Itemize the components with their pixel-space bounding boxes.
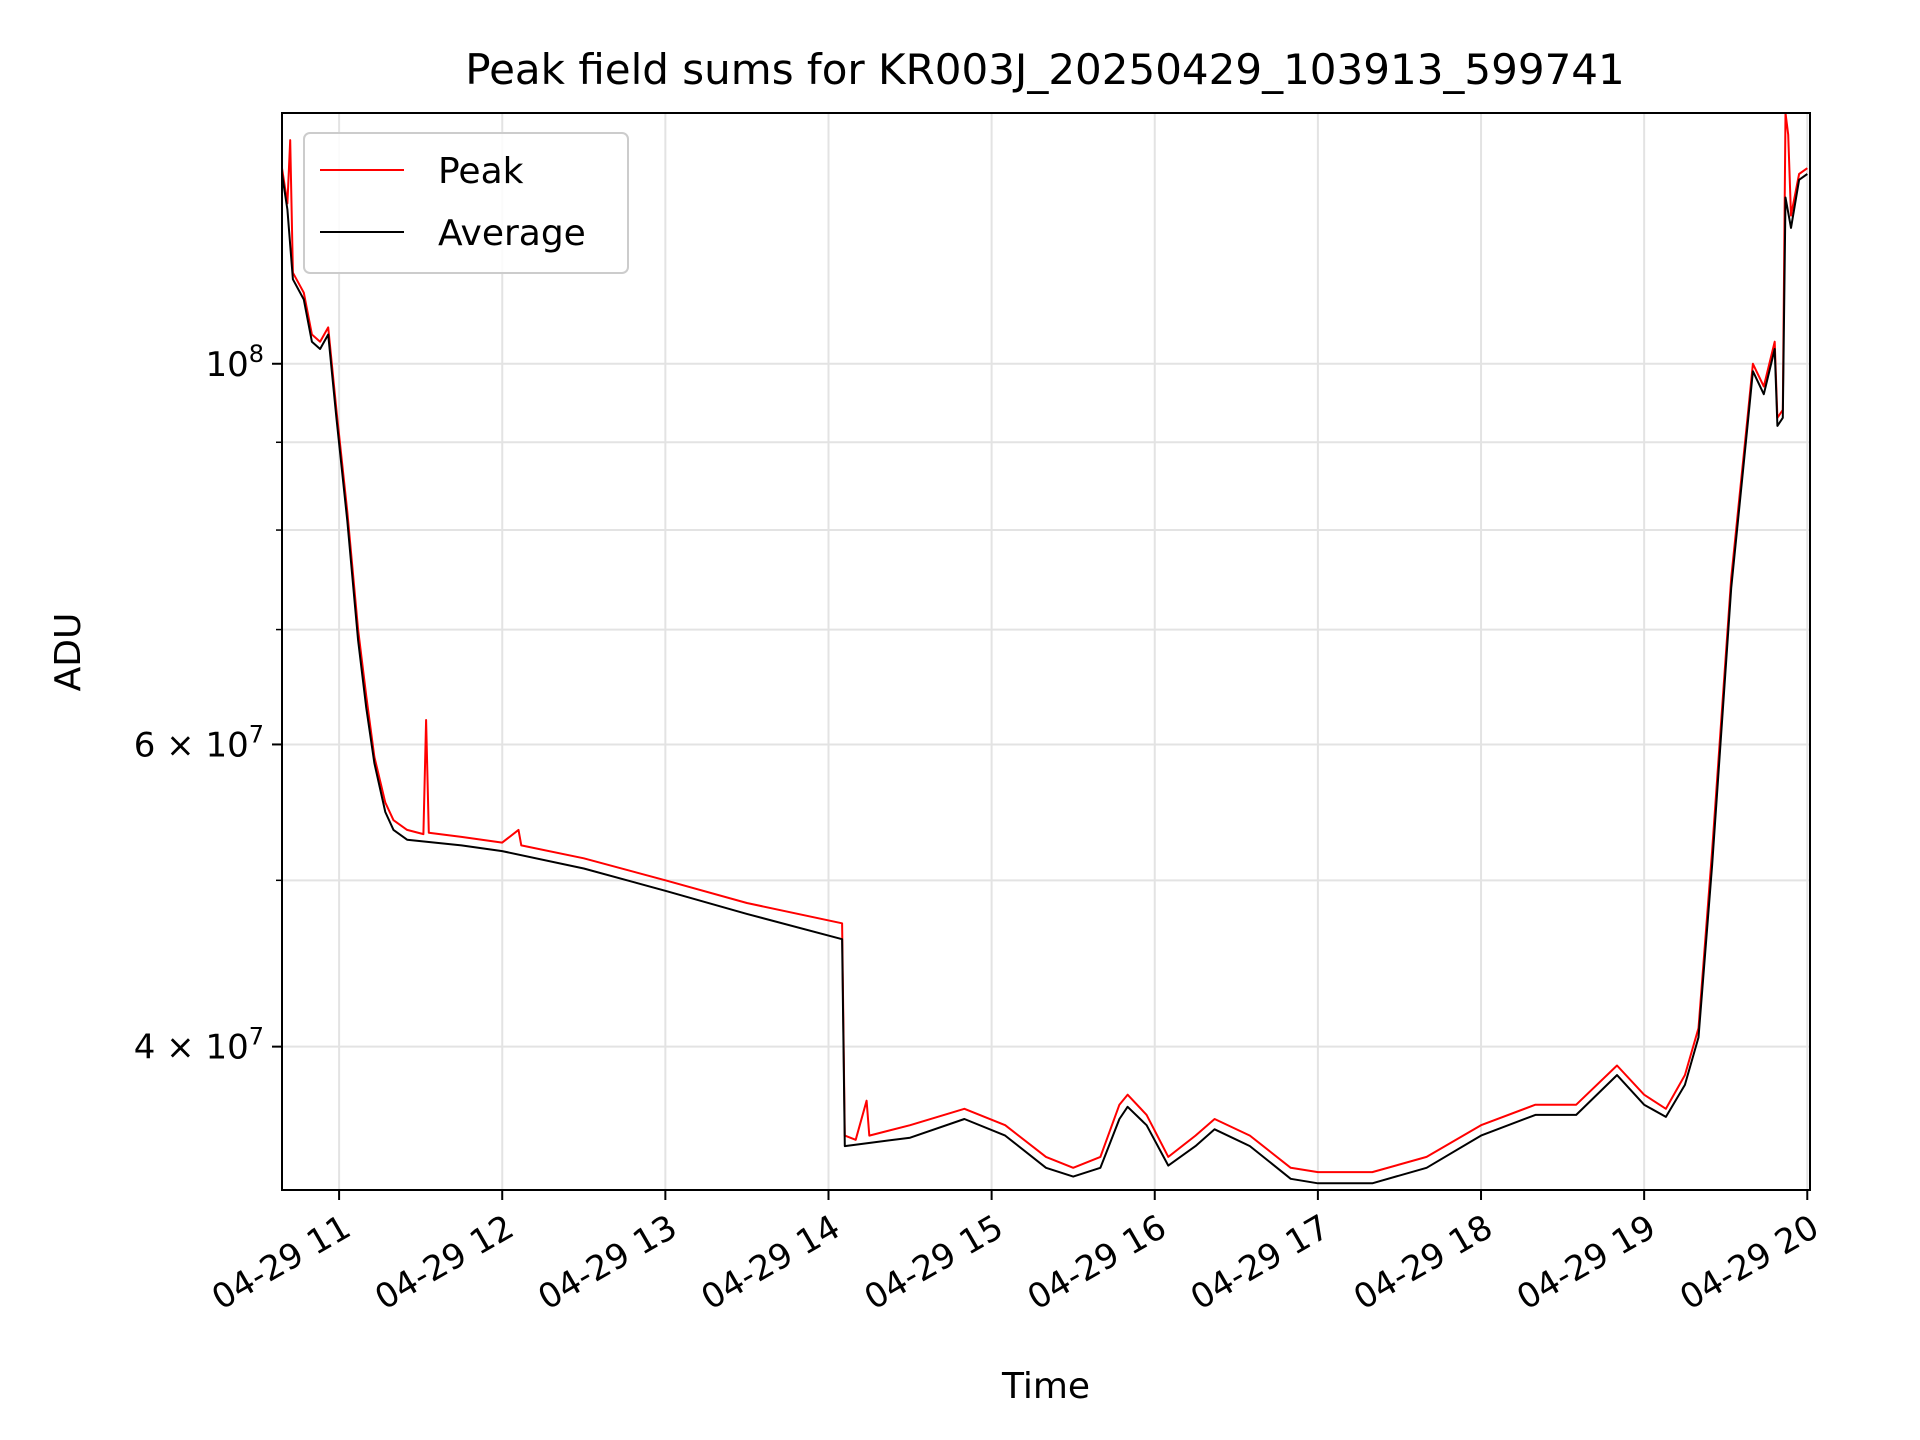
series-line-average bbox=[281, 173, 1808, 1185]
series-lines bbox=[281, 112, 1808, 1185]
legend-label-average: Average bbox=[438, 213, 586, 254]
y-axis-label: ADU bbox=[48, 613, 89, 692]
x-axis-label: Time bbox=[1001, 1366, 1090, 1407]
legend-label-peak: Peak bbox=[438, 151, 524, 192]
y-tick-label: 4 × 107 bbox=[134, 1023, 264, 1068]
legend-box bbox=[303, 132, 629, 274]
y-tick-label: 6 × 107 bbox=[134, 720, 264, 765]
y-tick-label: 108 bbox=[205, 340, 264, 385]
legend: Peak Average bbox=[303, 132, 629, 274]
plot-area-frame bbox=[281, 112, 1811, 1191]
y-axis-ticks: 4 × 107 6 × 107 108 bbox=[134, 340, 282, 1068]
chart-title: Peak field sums for KR003J_20250429_1039… bbox=[465, 45, 1625, 94]
grid bbox=[282, 113, 1810, 1190]
